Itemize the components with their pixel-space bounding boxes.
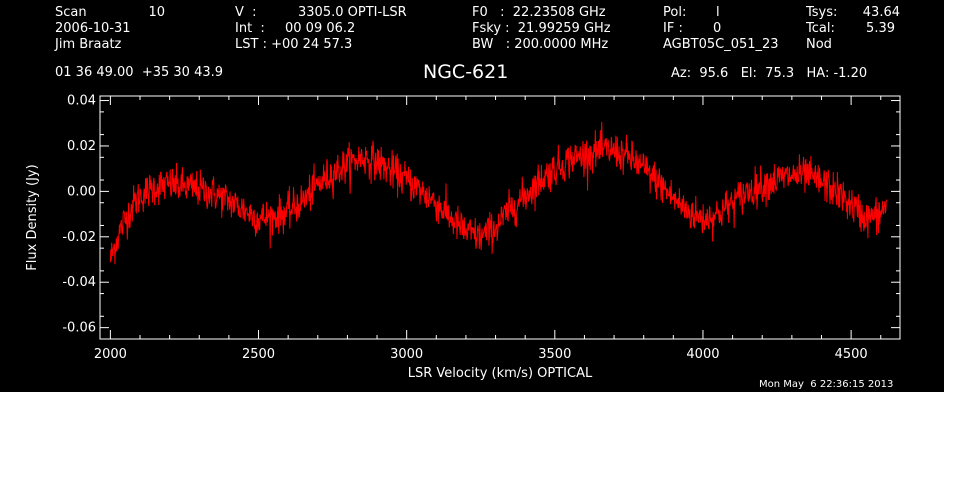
polarization-value: l — [716, 5, 720, 20]
x-tick-label: 2500 — [242, 347, 275, 362]
x-tick-label: 3000 — [390, 347, 423, 362]
object-name: NGC-621 — [423, 61, 509, 83]
observation-date: 2006-10-31 — [55, 21, 131, 36]
spectrum-panel: Scan 10 2006-10-31 Jim Braatz V : 3305.0… — [0, 0, 944, 392]
observer-name: Jim Braatz — [55, 37, 122, 52]
switching-mode: Nod — [806, 37, 832, 52]
plot-frame — [99, 95, 901, 340]
plot-timestamp: Mon May 6 22:36:15 2013 — [759, 379, 894, 390]
x-axis-label: LSR Velocity (km/s) OPTICAL — [408, 366, 593, 381]
source-coordinates: 01 36 49.00 +35 30 43.9 — [55, 65, 224, 80]
spectrum-trace — [109, 121, 888, 265]
x-tick-label: 4500 — [835, 347, 868, 362]
spectrum-plot: 2000 2500 3000 3500 4000 4500 -0.06 -0.04 -0.02 0… — [25, 94, 901, 381]
y-tick-label: -0.06 — [62, 321, 96, 336]
sky-frequency: Fsky : 21.99259 GHz — [472, 21, 611, 36]
scan-label: Scan — [55, 5, 87, 20]
rest-frequency: F0 : 22.23508 GHz — [472, 5, 606, 20]
x-tick-label: 4000 — [686, 347, 719, 362]
bandwidth: BW : 200.0000 MHz — [472, 37, 609, 52]
tsys-label: Tsys: — [806, 5, 838, 20]
y-tick-label: 0.02 — [67, 139, 96, 154]
tcal-label: Tcal: — [806, 21, 835, 36]
y-tick-label: -0.02 — [62, 230, 96, 245]
integration-value: 00 09 06.2 — [285, 21, 356, 36]
tcal-value: 5.39 — [866, 21, 895, 36]
y-tick-label: 0.00 — [67, 184, 96, 199]
x-tick-label: 3500 — [538, 347, 571, 362]
tsys-value: 43.64 — [862, 5, 900, 20]
lst-readout: LST : +00 24 57.3 — [235, 37, 353, 52]
scan-value: 10 — [148, 5, 165, 20]
integration-label: Int : — [235, 21, 265, 36]
y-tick-label: 0.04 — [67, 94, 96, 109]
polarization-label: Pol: — [663, 5, 687, 20]
pointing-readout: Az: 95.6 El: 75.3 HA: -1.20 — [671, 66, 868, 81]
x-tick-label: 2000 — [94, 347, 127, 362]
if-value: 0 — [713, 21, 722, 36]
if-label: IF : — [663, 21, 683, 36]
velocity-value: 3305.0 OPTI-LSR — [298, 5, 407, 20]
project-id: AGBT05C_051_23 — [663, 37, 779, 52]
y-tick-label: -0.04 — [62, 275, 96, 290]
y-axis-label: Flux Density (Jy) — [25, 164, 40, 270]
velocity-label: V : — [235, 5, 257, 20]
